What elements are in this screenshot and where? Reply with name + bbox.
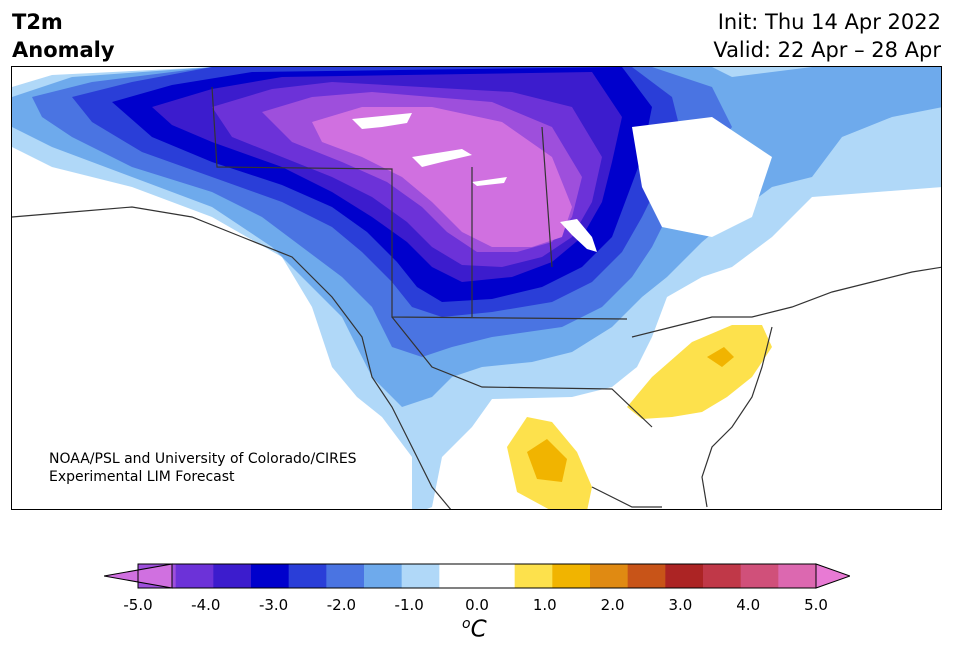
colorbar-cell xyxy=(590,564,629,588)
colorbar-cell xyxy=(740,564,779,588)
warm-band-east xyxy=(627,325,772,419)
colorbar-tick-label: -1.0 xyxy=(394,596,424,614)
hudson-bay xyxy=(632,117,772,237)
colorbar-tick-label: 0.0 xyxy=(465,596,489,614)
anomaly-map xyxy=(11,66,942,510)
init-date: Init: Thu 14 Apr 2022 xyxy=(717,10,941,34)
map-canvas xyxy=(12,67,941,509)
colorbar-cell xyxy=(778,564,817,588)
unit-degree-sup: o xyxy=(462,616,471,632)
title-line-1: T2m xyxy=(12,10,63,34)
lake-winnipeg xyxy=(560,219,597,252)
colorbar-cell xyxy=(401,564,440,588)
lake-athabasca xyxy=(472,177,507,186)
colorbar-cell xyxy=(251,564,290,588)
forecast-dates: Init: Thu 14 Apr 2022 Valid: 22 Apr – 28… xyxy=(713,8,941,64)
colorbar-cell xyxy=(439,564,478,588)
colorbar-cells xyxy=(138,564,817,588)
valid-date-range: Valid: 22 Apr – 28 Apr xyxy=(713,38,941,62)
map-title: T2m Anomaly xyxy=(12,8,115,64)
colorbar-cell xyxy=(326,564,365,588)
credit-line-1: NOAA/PSL and University of Colorado/CIRE… xyxy=(49,451,357,467)
colorbar-tick-label: -5.0 xyxy=(123,596,153,614)
colorbar-cell xyxy=(477,564,516,588)
colorbar-frame xyxy=(137,563,817,589)
colorbar-cell xyxy=(364,564,403,588)
colorbar-tick-label: 1.0 xyxy=(532,596,557,614)
warm-core-east xyxy=(707,347,734,367)
colorbar-tick-label: -4.0 xyxy=(191,596,221,614)
lake-great-slave xyxy=(412,149,472,167)
colorbar-tick-label: -3.0 xyxy=(258,596,289,614)
colorbar-unit: oC xyxy=(462,616,487,643)
colorbar-tick-label: -2.0 xyxy=(326,596,357,614)
colorbar-tick-label: 2.0 xyxy=(600,596,625,614)
coastline-borders xyxy=(12,86,941,509)
colorbar-cell xyxy=(288,564,327,588)
colorbar-cell xyxy=(552,564,591,588)
colorbar-tick-label: 4.0 xyxy=(736,596,761,614)
unit-letter: C xyxy=(470,616,487,643)
colorbar-cell xyxy=(213,564,252,588)
colorbar-tick-labels: -5.0 -4.0 -3.0 -2.0 -1.0 0.0 1.0 2.0 3.0 4.0 5.0 xyxy=(0,596,953,616)
colorbar-cell xyxy=(627,564,666,588)
colorbar-cell xyxy=(175,564,214,588)
lake-great-bear xyxy=(352,113,412,129)
credit-line-2: Experimental LIM Forecast xyxy=(49,469,235,485)
colorbar-cell xyxy=(703,564,742,588)
colorbar-cell xyxy=(665,564,704,588)
colorbar-right-arrow xyxy=(815,563,850,589)
colorbar-tick-label: 5.0 xyxy=(804,596,828,614)
colorbar xyxy=(104,563,850,589)
anomaly-band-orchid xyxy=(312,107,572,247)
title-line-2: Anomaly xyxy=(12,38,115,62)
warm-core-mexico xyxy=(527,439,567,482)
colorbar-tick-label: 3.0 xyxy=(668,596,693,614)
credit-text: NOAA/PSL and University of Colorado/CIRE… xyxy=(49,450,357,486)
colorbar-cell xyxy=(514,564,553,588)
